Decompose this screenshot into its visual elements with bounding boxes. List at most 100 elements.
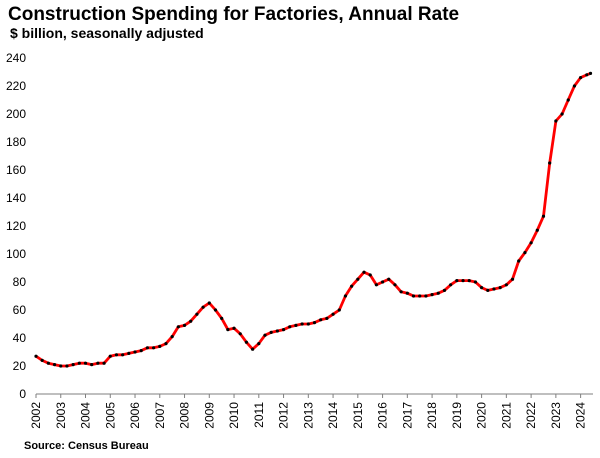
data-point [195, 312, 199, 316]
data-point [380, 280, 385, 284]
data-point [40, 358, 44, 362]
data-point [523, 251, 527, 255]
data-point [306, 322, 310, 326]
data-point [319, 318, 323, 322]
x-tick-label: 2024 [574, 402, 588, 429]
data-point [436, 291, 440, 295]
data-point [374, 283, 378, 287]
data-point [566, 98, 570, 102]
y-tick-label: 120 [6, 219, 26, 233]
x-tick-label: 2007 [153, 402, 167, 429]
x-tick-label: 2010 [227, 402, 241, 429]
x-tick-label: 2023 [549, 402, 563, 429]
data-point [46, 361, 50, 365]
x-tick-label: 2004 [79, 402, 93, 429]
x-tick-label: 2016 [376, 402, 390, 429]
data-point [102, 361, 106, 365]
data-point [356, 277, 360, 281]
y-tick-label: 140 [6, 191, 26, 205]
data-point [52, 363, 57, 367]
data-point [455, 279, 459, 283]
data-point [331, 312, 335, 316]
data-point [251, 347, 255, 351]
data-point [362, 270, 366, 274]
data-point [176, 325, 180, 329]
data-point [430, 293, 434, 297]
data-point [343, 294, 348, 298]
data-point [337, 308, 341, 312]
data-point [350, 284, 354, 288]
data-point [510, 277, 515, 281]
source-note: Source: Census Bureau [24, 440, 149, 452]
x-tick-label: 2015 [351, 402, 365, 429]
x-tick-label: 2014 [326, 402, 340, 429]
data-point [480, 286, 484, 290]
y-tick-label: 180 [6, 135, 26, 149]
data-point [77, 361, 81, 365]
y-tick-label: 80 [13, 275, 27, 289]
data-point [492, 287, 496, 291]
x-tick-label: 2008 [178, 402, 192, 429]
data-point [294, 323, 298, 327]
x-tick-label: 2020 [475, 402, 489, 429]
x-tick-label: 2019 [450, 402, 464, 429]
data-point [579, 76, 583, 80]
data-point [83, 361, 88, 365]
data-point [473, 280, 478, 284]
data-point [288, 325, 292, 329]
data-point [548, 161, 552, 165]
data-point [572, 84, 577, 88]
data-point [90, 363, 94, 367]
y-tick-label: 100 [6, 247, 26, 261]
data-point [281, 328, 286, 332]
x-tick-label: 2003 [54, 402, 68, 429]
y-axis: 0 20 40 60 80 100 120 140 160 180 200 220 240 [6, 51, 26, 401]
data-point [182, 323, 187, 327]
data-point [71, 363, 75, 367]
x-tick-label: 2018 [425, 402, 439, 429]
chart-title: Construction Spending for Factories, Ann… [8, 4, 460, 25]
data-point [449, 283, 453, 287]
data-point [467, 279, 471, 283]
y-tick-label: 0 [19, 387, 26, 401]
data-point [517, 259, 521, 263]
data-point [139, 349, 143, 353]
data-point [300, 322, 304, 326]
data-point [411, 294, 416, 298]
data-point [368, 273, 372, 277]
data-point [238, 332, 242, 336]
data-point [220, 316, 224, 320]
data-point [498, 286, 502, 290]
data-point [65, 364, 69, 368]
data-point [170, 335, 174, 339]
data-point [399, 290, 403, 294]
data-point [560, 112, 564, 116]
data-point [257, 342, 261, 346]
data-point [535, 228, 539, 232]
chart-subtitle: $ billion, seasonally adjusted [10, 25, 204, 41]
x-axis: 2002 2003 2004 2005 2006 2007 2008 2009 2010 2011… [29, 394, 588, 429]
data-point [585, 73, 589, 77]
data-point [34, 354, 38, 358]
data-point [461, 279, 465, 283]
y-tick-label: 160 [6, 163, 26, 177]
data-point [393, 283, 397, 287]
data-point [207, 301, 211, 305]
data-point [325, 316, 329, 320]
x-tick-label: 2009 [202, 402, 216, 429]
data-point [189, 319, 193, 323]
x-tick-label: 2017 [400, 402, 414, 429]
plot-area [34, 71, 593, 368]
y-tick-label: 40 [13, 331, 27, 345]
y-tick-label: 60 [13, 303, 27, 317]
data-point [588, 71, 593, 75]
data-point [127, 351, 131, 355]
data-point [213, 308, 218, 312]
x-tick-label: 2005 [103, 402, 117, 429]
data-point [244, 340, 249, 344]
data-point [529, 241, 533, 245]
y-tick-label: 220 [6, 79, 26, 93]
x-tick-label: 2022 [524, 402, 538, 429]
data-point [145, 346, 149, 350]
